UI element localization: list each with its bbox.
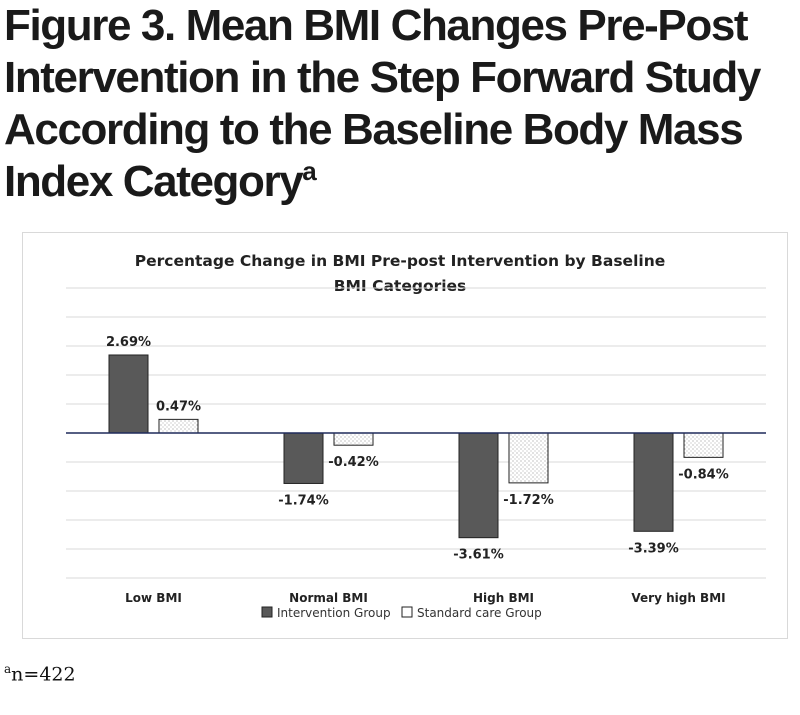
x-tick-labels: Low BMI Normal BMI High BMI Very high BMI	[125, 591, 725, 605]
x-tick-label: Normal BMI	[289, 591, 368, 605]
standard-care-bar-3	[508, 432, 549, 484]
legend: Intervention Group Standard care Group	[261, 606, 542, 620]
legend-swatch	[401, 606, 413, 618]
intervention-label-4: -3.39%	[628, 541, 679, 556]
figure-title-line-1: Figure 3. Mean BMI Changes Pre-Post	[4, 1, 749, 50]
intervention-bar-1	[108, 354, 149, 434]
figure-title-line-4-text: Index Category	[4, 157, 304, 206]
gridlines	[66, 287, 766, 579]
intervention-label-1: 2.69%	[106, 335, 151, 350]
standard-care-bar-4	[683, 432, 724, 458]
x-tick-label: Low BMI	[125, 591, 182, 605]
footnote-text: n=422	[11, 663, 76, 686]
figure-title-superscript: a	[302, 156, 316, 186]
figure-title: Figure 3. Mean BMI Changes Pre-Post Inte…	[4, 0, 794, 208]
figure-title-line-3: According to the Baseline Body Mass	[4, 105, 744, 154]
standard-care-bar-1	[158, 418, 199, 434]
standard-care-label-1: 0.47%	[156, 399, 201, 414]
standard-care-label-3: -1.72%	[503, 493, 554, 508]
x-tick-label: Very high BMI	[631, 591, 725, 605]
chart-title-line-1: Percentage Change in BMI Pre-post Interv…	[135, 252, 666, 270]
figure-title-line-2: Intervention in the Step Forward Study	[4, 53, 761, 102]
intervention-bar-2	[283, 432, 324, 484]
figure-title-line-4: Index Categorya	[4, 156, 794, 208]
intervention-label-2: -1.74%	[278, 493, 329, 508]
chart-frame	[22, 232, 788, 639]
intervention-label-3: -3.61%	[453, 548, 504, 563]
chart-title-line-2: BMI Categories	[334, 277, 467, 295]
footnote: an=422	[4, 662, 76, 685]
legend-swatch	[261, 606, 273, 618]
intervention-bar-3	[458, 432, 499, 539]
footnote-marker: a	[4, 662, 12, 676]
legend-label: Intervention Group	[277, 606, 391, 620]
standard-care-label-2: -0.42%	[328, 455, 379, 470]
bars	[108, 354, 724, 539]
intervention-bar-4	[633, 432, 674, 532]
standard-care-bar-2	[333, 432, 374, 446]
data-labels: 2.69% -1.74% -3.61% -3.39% 0.47% -0.42% -1.72%…	[106, 335, 729, 563]
legend-label: Standard care Group	[417, 606, 542, 620]
standard-care-label-4: -0.84%	[678, 467, 729, 482]
x-tick-label: High BMI	[473, 591, 534, 605]
